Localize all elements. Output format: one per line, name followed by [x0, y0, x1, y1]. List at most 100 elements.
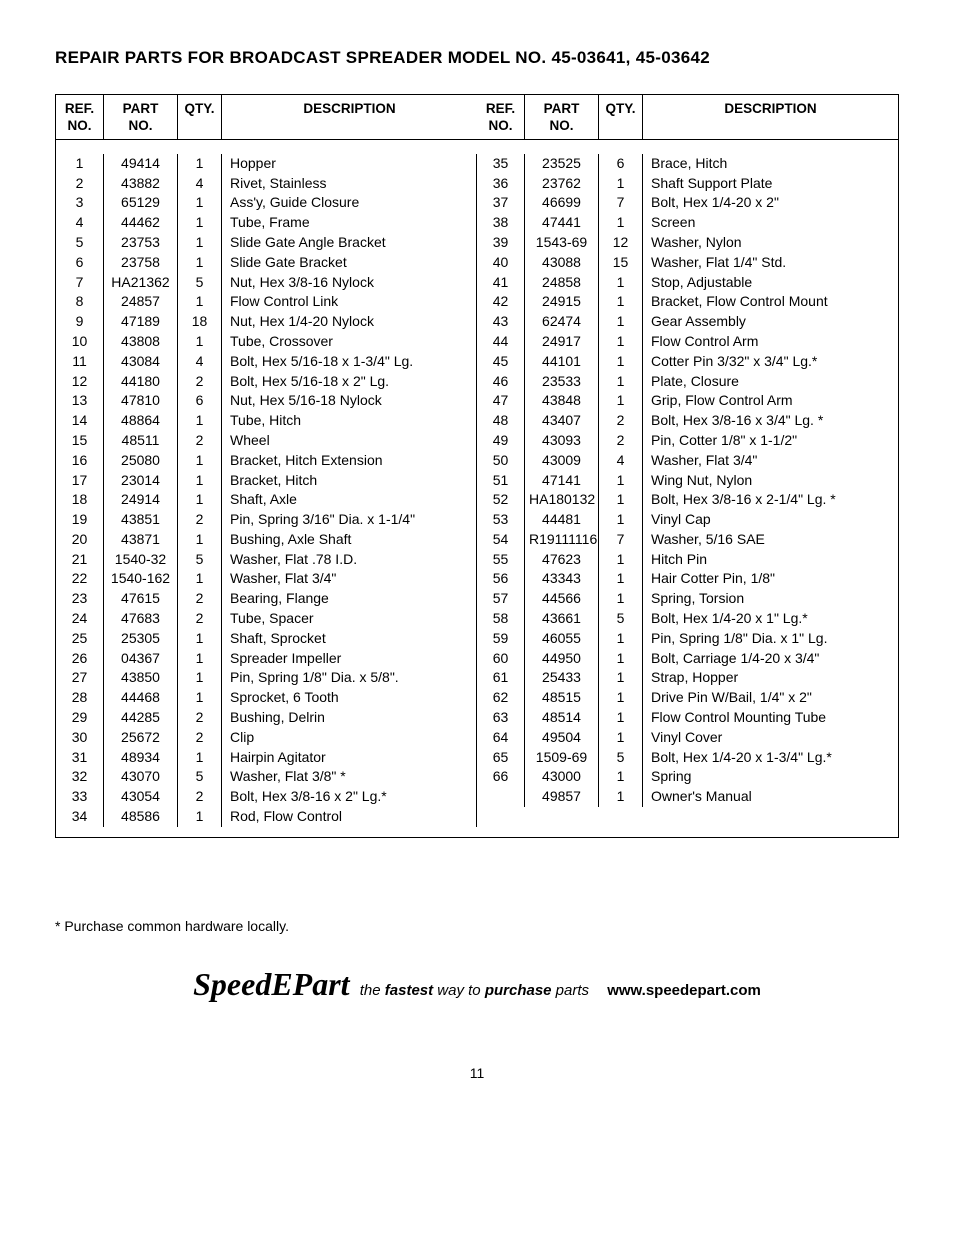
table-row: 211540-325Washer, Flat .78 I.D. [56, 550, 477, 570]
cell-desc: Rivet, Stainless [222, 174, 477, 194]
cell-part: 43343 [525, 569, 599, 589]
table-row: 3651291Ass'y, Guide Closure [56, 193, 477, 213]
promo-url: www.speedepart.com [593, 982, 761, 999]
table-row: 651509-695Bolt, Hex 1/4-20 x 1-3/4" Lg.* [477, 748, 898, 768]
table-row: 66430001Spring [477, 767, 898, 787]
cell-part: 43851 [104, 510, 178, 530]
cell-qty: 1 [178, 490, 222, 510]
cell-desc: Hairpin Agitator [222, 748, 477, 768]
cell-qty: 1 [178, 471, 222, 491]
cell-qty: 1 [178, 213, 222, 233]
cell-ref: 40 [477, 253, 525, 273]
cell-qty: 2 [178, 609, 222, 629]
cell-ref: 17 [56, 471, 104, 491]
cell-qty: 15 [599, 253, 643, 273]
promo-mid: way to [433, 982, 485, 999]
cell-part: 48864 [104, 411, 178, 431]
cell-desc: Vinyl Cover [643, 728, 898, 748]
cell-qty: 1 [178, 451, 222, 471]
table-row: 27438501Pin, Spring 1/8" Dia. x 5/8". [56, 668, 477, 688]
table-row: 94718918Nut, Hex 1/4-20 Nylock [56, 312, 477, 332]
table-row: 38474411Screen [477, 213, 898, 233]
cell-ref: 30 [56, 728, 104, 748]
table-row: 57445661Spring, Torsion [477, 589, 898, 609]
table-row: 25253051Shaft, Sprocket [56, 629, 477, 649]
cell-qty: 1 [178, 649, 222, 669]
table-row: 18249141Shaft, Axle [56, 490, 477, 510]
cell-qty: 2 [178, 589, 222, 609]
table-row: 6237581Slide Gate Bracket [56, 253, 477, 273]
cell-desc: Slide Gate Bracket [222, 253, 477, 273]
cell-desc: Plate, Closure [643, 372, 898, 392]
cell-desc: Pin, Spring 3/16" Dia. x 1-1/4" [222, 510, 477, 530]
cell-desc: Brace, Hitch [643, 154, 898, 174]
table-row: 34485861Rod, Flow Control [56, 807, 477, 827]
cell-qty: 2 [599, 431, 643, 451]
table-row: 23476152Bearing, Flange [56, 589, 477, 609]
cell-part: HA21362 [104, 273, 178, 293]
cell-desc: Pin, Spring 1/8" Dia. x 1" Lg. [643, 629, 898, 649]
table-row: 59460551Pin, Spring 1/8" Dia. x 1" Lg. [477, 629, 898, 649]
cell-ref: 19 [56, 510, 104, 530]
cell-ref: 41 [477, 273, 525, 293]
cell-desc: Bolt, Hex 1/4-20 x 1-3/4" Lg.* [643, 748, 898, 768]
cell-ref: 64 [477, 728, 525, 748]
cell-part: 25305 [104, 629, 178, 649]
cell-ref: 29 [56, 708, 104, 728]
cell-part: 43009 [525, 451, 599, 471]
cell-desc: Grip, Flow Control Arm [643, 391, 898, 411]
table-row: 50430094Washer, Flat 3/4" [477, 451, 898, 471]
parts-table: REF.NO. PARTNO. QTY. DESCRIPTION REF.NO.… [55, 94, 899, 838]
cell-ref: 66 [477, 767, 525, 787]
table-header-row: REF.NO. PARTNO. QTY. DESCRIPTION REF.NO.… [56, 95, 898, 140]
table-row: 61254331Strap, Hopper [477, 668, 898, 688]
cell-part: 25672 [104, 728, 178, 748]
table-row: 16250801Bracket, Hitch Extension [56, 451, 477, 471]
cell-part: 43093 [525, 431, 599, 451]
cell-ref: 47 [477, 391, 525, 411]
cell-desc: Drive Pin W/Bail, 1/4" x 2" [643, 688, 898, 708]
cell-part: 23533 [525, 372, 599, 392]
promo-purchase: purchase [485, 982, 552, 999]
cell-ref: 50 [477, 451, 525, 471]
cell-part: 23753 [104, 233, 178, 253]
cell-ref: 48 [477, 411, 525, 431]
cell-qty: 4 [178, 352, 222, 372]
table-row: 7HA213625Nut, Hex 3/8-16 Nylock [56, 273, 477, 293]
cell-qty: 2 [178, 708, 222, 728]
cell-ref: 5 [56, 233, 104, 253]
brand-logo: SpeedEPart [193, 966, 355, 1002]
cell-desc: Bolt, Carriage 1/4-20 x 3/4" [643, 649, 898, 669]
cell-ref: 51 [477, 471, 525, 491]
cell-ref: 57 [477, 589, 525, 609]
cell-desc: Wheel [222, 431, 477, 451]
cell-qty: 1 [178, 748, 222, 768]
cell-qty: 12 [599, 233, 643, 253]
col-header-qty: QTY. [178, 95, 222, 139]
table-row: 52HA1801321Bolt, Hex 3/8-16 x 2-1/4" Lg.… [477, 490, 898, 510]
table-row: 221540-1621Washer, Flat 3/4" [56, 569, 477, 589]
cell-ref: 13 [56, 391, 104, 411]
cell-part: 43871 [104, 530, 178, 550]
cell-part: 1540-162 [104, 569, 178, 589]
cell-desc: Nut, Hex 3/8-16 Nylock [222, 273, 477, 293]
table-row: 46235331Plate, Closure [477, 372, 898, 392]
cell-ref: 56 [477, 569, 525, 589]
cell-qty: 6 [178, 391, 222, 411]
cell-qty: 5 [599, 609, 643, 629]
cell-ref: 26 [56, 649, 104, 669]
table-row: 41248581Stop, Adjustable [477, 273, 898, 293]
cell-qty: 2 [178, 787, 222, 807]
cell-part: 62474 [525, 312, 599, 332]
cell-ref: 7 [56, 273, 104, 293]
cell-desc: Washer, Flat 3/4" [643, 451, 898, 471]
cell-ref: 45 [477, 352, 525, 372]
table-row: 53444811Vinyl Cap [477, 510, 898, 530]
table-row: 49430932Pin, Cotter 1/8" x 1-1/2" [477, 431, 898, 451]
cell-part: 23758 [104, 253, 178, 273]
cell-part: 24914 [104, 490, 178, 510]
col-header-part: PARTNO. [104, 95, 178, 139]
cell-ref: 61 [477, 668, 525, 688]
cell-qty: 1 [599, 312, 643, 332]
cell-qty: 2 [178, 728, 222, 748]
